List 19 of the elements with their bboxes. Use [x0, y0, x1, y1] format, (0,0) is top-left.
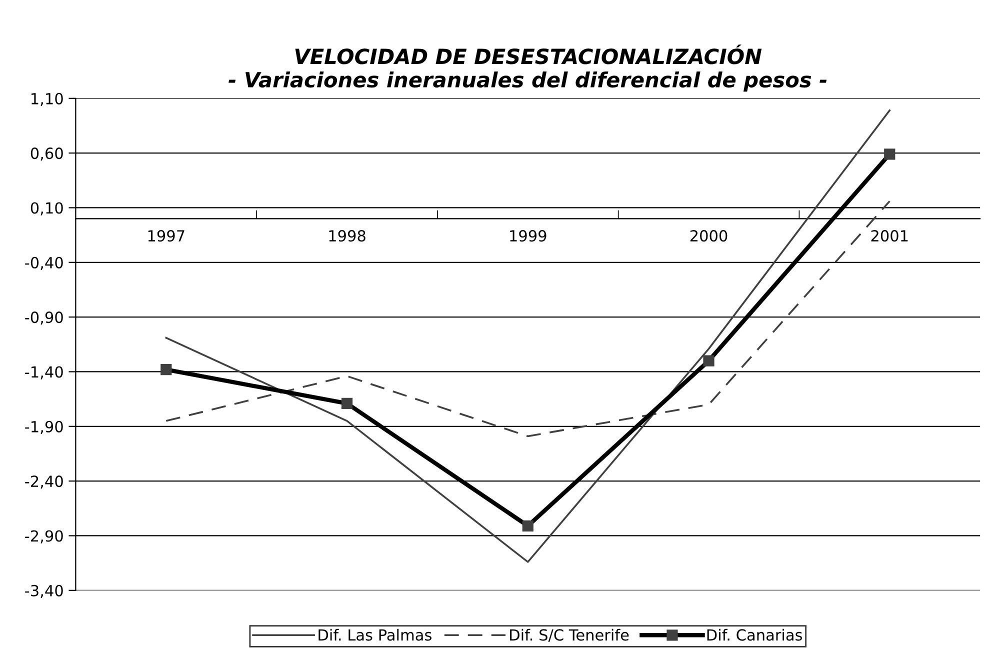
legend-label: Dif. Canarias	[707, 628, 802, 641]
y-tick-label: 0,10	[30, 202, 63, 216]
x-tick-label: 1998	[329, 230, 366, 242]
y-tick-label: 1,10	[32, 92, 63, 106]
x-tick-label: 1997	[148, 230, 184, 242]
y-tick-label: -0,40	[25, 256, 63, 270]
y-tick-label: -2,40	[25, 476, 63, 489]
y-tick-label: -2,90	[25, 530, 63, 544]
y-tick-label: 0,60	[30, 148, 63, 161]
y-tick-label: -3,40	[25, 584, 63, 598]
x-tick-label: 2001	[871, 230, 908, 242]
y-tick-label: -0,90	[25, 312, 63, 325]
y-tick-label: -1,90	[25, 420, 63, 434]
y-tick-label: -1,40	[25, 366, 63, 380]
x-tick-label: 2000	[690, 230, 728, 242]
legend-label: Dif. Las Palmas	[318, 628, 432, 641]
chart-title: VELOCIDAD DE DESESTACIONALIZACIÓN - Variaciones ineranuales del diferencial de pesos -	[228, 44, 827, 92]
x-tick-label: 1999	[510, 230, 546, 242]
legend-label: Dif. S/C Tenerife	[510, 628, 629, 642]
